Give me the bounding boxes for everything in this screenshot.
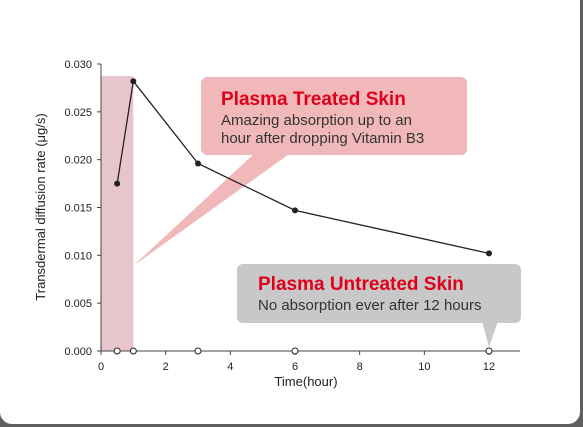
callout-untreated-title: Plasma Untreated Skin xyxy=(258,274,464,295)
y-tick-label: 0.010 xyxy=(64,250,92,262)
highlight-band xyxy=(101,76,134,351)
data-point-untreated xyxy=(291,347,299,355)
callout-untreated: Plasma Untreated Skin No absorption ever… xyxy=(237,264,521,347)
y-tick-label: 0.000 xyxy=(64,346,92,358)
x-tick-label: 4 xyxy=(227,361,233,373)
data-point-treated xyxy=(292,207,298,214)
callout-untreated-line-1: No absorption ever after 12 hours xyxy=(258,297,481,314)
x-tick-label: 2 xyxy=(163,361,169,373)
data-point-treated xyxy=(114,180,121,187)
axes: 0.000 0.005 0.010 0.015 0.020 0.025 0.030 0 2 4 6 8… xyxy=(64,59,520,373)
callout-treated-box xyxy=(201,77,467,155)
series-layer xyxy=(113,78,493,355)
x-tick-label: 0 xyxy=(98,361,104,373)
data-point-treated xyxy=(130,78,137,85)
data-point-untreated xyxy=(485,347,493,355)
y-axis-title: Transdermal diffusion rate (μg/s) xyxy=(33,113,48,300)
x-tick-label: 8 xyxy=(357,361,363,373)
data-point-treated xyxy=(486,250,492,257)
y-tick-label: 0.025 xyxy=(64,107,92,119)
x-tick-label: 6 xyxy=(292,361,298,373)
callout-treated-title: Plasma Treated Skin xyxy=(221,89,406,110)
data-point-untreated xyxy=(194,347,202,355)
callout-treated-line-2: hour after dropping Vitamin B3 xyxy=(221,130,424,147)
callout-untreated-pointer xyxy=(482,321,498,347)
y-tick-label: 0.005 xyxy=(64,298,92,310)
data-point-untreated xyxy=(113,347,121,355)
x-tick-label: 10 xyxy=(418,361,430,373)
callout-untreated-box xyxy=(237,264,521,323)
x-axis-title: Time(hour) xyxy=(274,374,337,389)
callout-treated-pointer xyxy=(133,152,292,266)
x-tick-label: 12 xyxy=(483,361,495,373)
y-tick-label: 0.030 xyxy=(64,59,92,71)
data-point-treated xyxy=(195,160,201,167)
data-point-untreated xyxy=(129,347,137,355)
y-tick-label: 0.020 xyxy=(64,155,92,167)
callout-treated-line-1: Amazing absorption up to an xyxy=(221,112,412,129)
callout-treated: Plasma Treated Skin Amazing absorption u… xyxy=(133,77,467,266)
y-tick-label: 0.015 xyxy=(64,203,92,215)
